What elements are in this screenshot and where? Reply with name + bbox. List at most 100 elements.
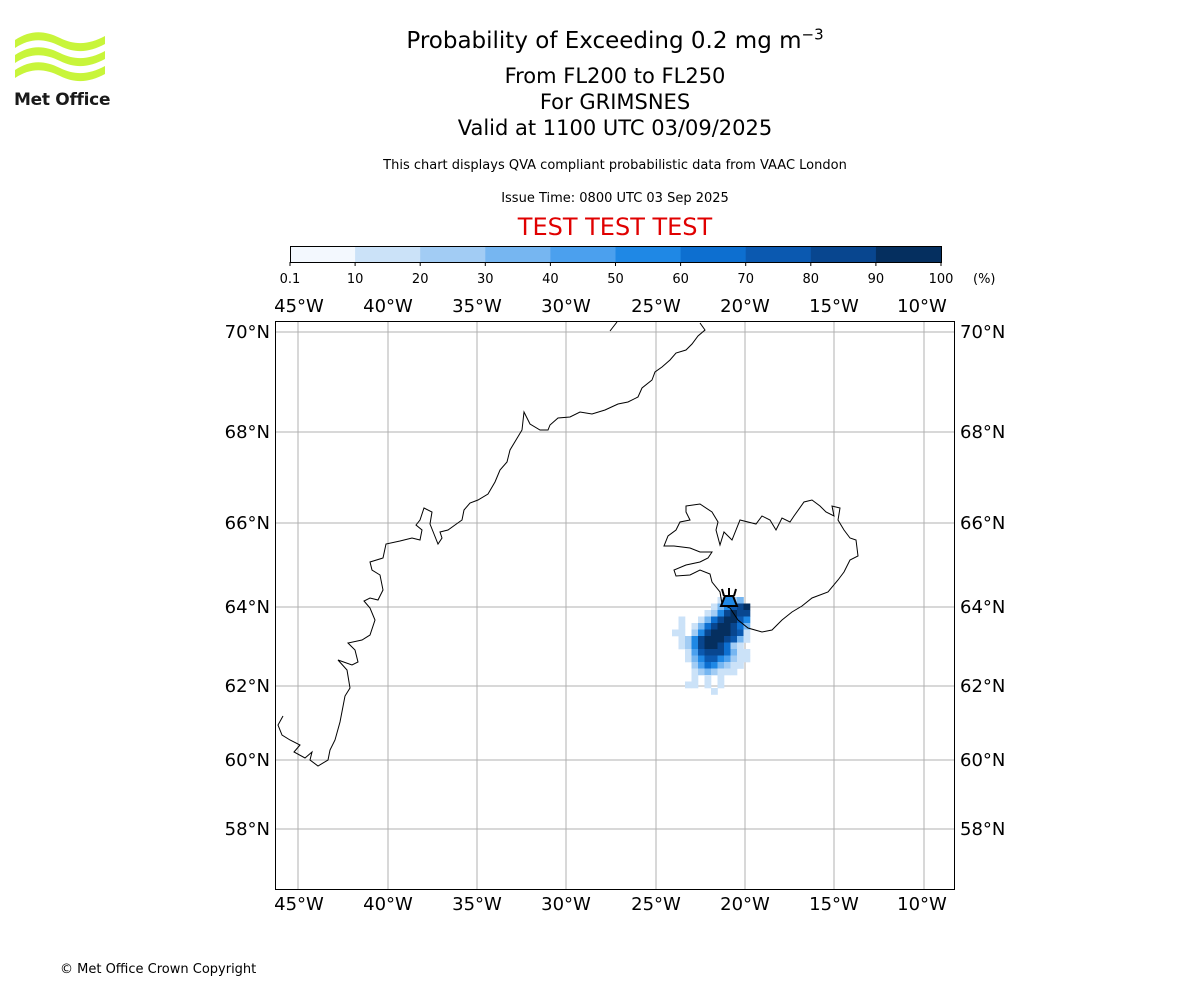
colorbar-tick-label: 70 xyxy=(737,272,754,287)
probability-cell xyxy=(730,629,738,637)
probability-cell xyxy=(685,681,692,689)
probability-cell xyxy=(704,629,712,637)
probability-cell xyxy=(730,655,738,663)
probability-cell xyxy=(704,642,712,650)
probability-cell xyxy=(691,636,699,643)
probability-cell xyxy=(724,662,731,669)
probability-cell xyxy=(704,636,712,643)
lon-label: 10°W xyxy=(897,894,947,915)
colorbar-segment xyxy=(485,246,551,262)
probability-cell xyxy=(737,603,744,611)
probability-cell xyxy=(724,668,731,676)
title-unit-exponent: −3 xyxy=(801,25,824,44)
lat-label: 70°N xyxy=(960,322,1005,343)
lat-label: 58°N xyxy=(960,819,1005,840)
lon-label: 15°W xyxy=(809,296,859,317)
probability-cell xyxy=(698,662,705,669)
probability-cell xyxy=(737,623,744,630)
probability-cell xyxy=(698,655,705,663)
lon-label: 25°W xyxy=(631,894,681,915)
lat-label: 62°N xyxy=(960,676,1005,697)
probability-cell xyxy=(691,681,699,689)
probability-cell xyxy=(717,610,725,617)
probability-cell xyxy=(711,642,718,650)
probability-cell xyxy=(711,623,718,630)
probability-cell xyxy=(717,655,725,663)
right-latitude-labels: 70°N 68°N 66°N 64°N 62°N 60°N 58°N xyxy=(960,322,1005,840)
probability-cell xyxy=(737,597,744,604)
probability-cell xyxy=(717,636,725,643)
probability-cell xyxy=(698,623,705,630)
probability-cell xyxy=(730,636,738,643)
probability-cell xyxy=(717,623,725,630)
lat-label: 68°N xyxy=(960,422,1005,443)
colorbar-tick-label: 10 xyxy=(347,272,364,287)
probability-cell xyxy=(730,623,738,630)
probability-cell xyxy=(737,616,744,624)
map-gridlines xyxy=(276,322,954,889)
probability-cell xyxy=(711,668,718,676)
probability-cell xyxy=(743,649,751,656)
lat-label: 64°N xyxy=(225,597,270,618)
issue-time: Issue Time: 0800 UTC 03 Sep 2025 xyxy=(501,191,729,206)
colorbar-segment xyxy=(550,246,616,262)
probability-cell xyxy=(711,603,718,611)
probability-cell xyxy=(717,649,725,656)
probability-cell xyxy=(698,629,705,637)
lat-label: 66°N xyxy=(225,513,270,534)
probability-cell xyxy=(737,636,744,643)
probability-cell xyxy=(724,649,731,656)
probability-cell xyxy=(691,642,699,650)
lon-label: 30°W xyxy=(541,296,591,317)
probability-cell xyxy=(704,623,712,630)
probability-cell xyxy=(691,668,699,676)
probability-cell xyxy=(698,616,705,624)
lon-label: 20°W xyxy=(720,894,770,915)
probability-cell xyxy=(691,629,699,637)
lat-label: 66°N xyxy=(960,513,1005,534)
probability-cell xyxy=(743,636,751,643)
probability-cell xyxy=(711,688,718,695)
probability-cell xyxy=(724,616,731,624)
lon-label: 10°W xyxy=(897,296,947,317)
colorbar-segment xyxy=(420,246,486,262)
lon-label: 20°W xyxy=(720,296,770,317)
lon-label: 30°W xyxy=(541,894,591,915)
probability-cell xyxy=(743,655,751,663)
probability-cell xyxy=(737,662,744,669)
probability-cell xyxy=(685,642,692,650)
probability-cell xyxy=(743,623,751,630)
colorbar-tick-label: 0.1 xyxy=(280,272,301,287)
lon-label: 45°W xyxy=(274,894,324,915)
probability-cell xyxy=(678,636,686,643)
lat-label: 62°N xyxy=(225,676,270,697)
probability-cell xyxy=(730,616,738,624)
probability-cell xyxy=(698,668,705,676)
lon-label: 35°W xyxy=(452,894,502,915)
probability-cell xyxy=(737,655,744,663)
probability-cell xyxy=(704,681,712,689)
probability-cell xyxy=(737,642,744,650)
probability-cell xyxy=(691,675,699,682)
lat-label: 68°N xyxy=(225,422,270,443)
probability-cell xyxy=(724,623,731,630)
colorbar-tick-label: 90 xyxy=(868,272,885,287)
probability-cell xyxy=(698,649,705,656)
probability-cell xyxy=(743,629,751,637)
probability-cell xyxy=(717,642,725,650)
colorbar-segment xyxy=(745,246,812,262)
probability-cell xyxy=(704,610,712,617)
probability-cell xyxy=(678,616,686,624)
lon-label: 15°W xyxy=(809,894,859,915)
probability-cell xyxy=(678,623,686,630)
probability-cell xyxy=(711,636,718,643)
probability-cell xyxy=(704,662,712,669)
probability-cell xyxy=(704,616,712,624)
probability-cell xyxy=(685,655,692,663)
colorbar-tick-label: 40 xyxy=(542,272,559,287)
probability-cell xyxy=(717,675,725,682)
colorbar-tick-label: 50 xyxy=(607,272,624,287)
lon-label: 45°W xyxy=(274,296,324,317)
probability-cell xyxy=(704,649,712,656)
greenland-coastline xyxy=(277,321,706,767)
